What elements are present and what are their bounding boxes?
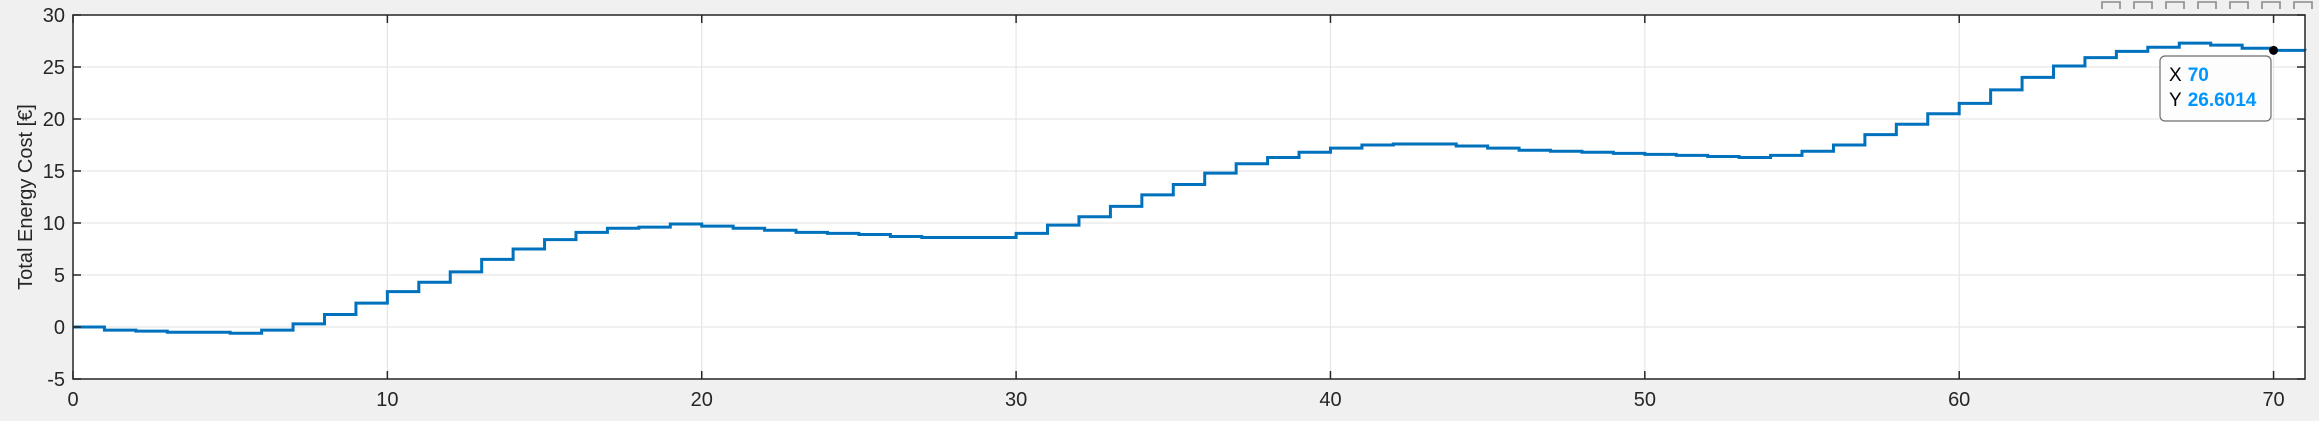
datatip-icon[interactable]	[2163, 0, 2187, 10]
axes-box	[72, 14, 2306, 380]
datatip-x: X 70	[2169, 65, 2209, 86]
y-tick-label: 10	[43, 213, 65, 235]
x-tick-label: 60	[1948, 389, 1970, 411]
x-tick-label: 0	[67, 389, 78, 411]
y-tick-label: 15	[43, 161, 65, 183]
datatip-x-value: 70	[2188, 65, 2209, 86]
y-tick-label: -5	[47, 369, 65, 391]
y-tick-label: 25	[43, 57, 65, 79]
zoom-out-icon[interactable]	[2259, 0, 2283, 10]
y-axis-label: Total Energy Cost [€]	[15, 104, 37, 290]
plot-area[interactable]	[73, 15, 2305, 379]
y-tick-label: 30	[43, 5, 65, 27]
datatip-y-value: 26.6014	[2188, 90, 2257, 111]
restore-view-icon[interactable]	[2291, 0, 2315, 10]
datatip-marker[interactable]	[2269, 45, 2279, 55]
zoom-in-icon[interactable]	[2227, 0, 2251, 10]
x-tick-label: 30	[1005, 389, 1027, 411]
x-tick-label: 70	[2262, 389, 2284, 411]
y-tick-label: 0	[54, 317, 65, 339]
y-tick-label: 20	[43, 109, 65, 131]
pan-icon[interactable]	[2195, 0, 2219, 10]
export-icon[interactable]	[2099, 0, 2123, 10]
brush-icon[interactable]	[2131, 0, 2155, 10]
datatip-y: Y 26.6014	[2169, 90, 2257, 111]
datatip-box	[2159, 55, 2272, 122]
y-tick-label: 5	[54, 265, 65, 287]
x-tick-label: 20	[691, 389, 713, 411]
datatip-y-label: Y	[2169, 90, 2182, 111]
energy-cost-series-line[interactable]	[73, 41, 2307, 335]
x-tick-label: 50	[1634, 389, 1656, 411]
datatip-x-label: X	[2169, 65, 2182, 86]
axes-toolbar	[2099, 0, 2315, 10]
datatip[interactable]: X 70 Y 26.6014	[2159, 55, 2272, 122]
x-tick-label: 10	[376, 389, 398, 411]
x-tick-label: 40	[1319, 389, 1341, 411]
